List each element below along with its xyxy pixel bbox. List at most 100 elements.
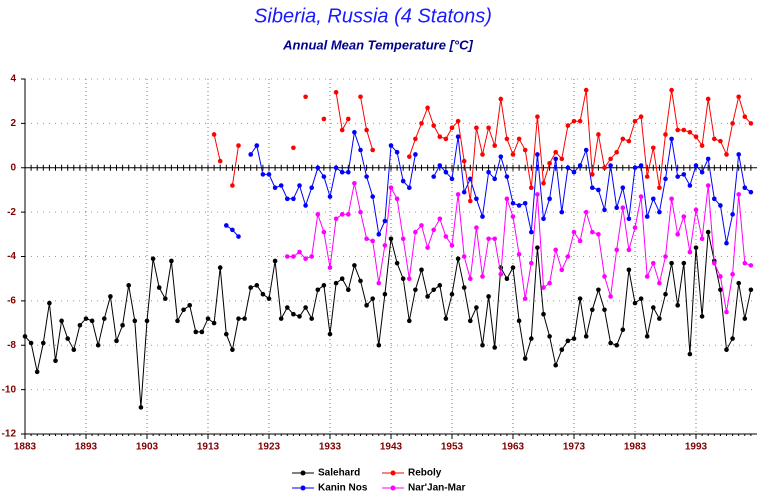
data-point: [608, 340, 613, 346]
data-point: [230, 227, 235, 233]
data-point: [413, 229, 418, 235]
data-point: [211, 132, 217, 137]
x-tick-label: 1913: [197, 442, 220, 453]
x-tick-label: 1923: [258, 442, 281, 453]
data-point: [730, 336, 735, 341]
data-point: [339, 169, 345, 175]
data-point: [699, 314, 705, 319]
data-point: [675, 127, 680, 133]
data-point: [705, 96, 711, 102]
data-point: [590, 307, 595, 313]
data-point: [175, 318, 180, 324]
data-point: [486, 236, 491, 242]
data-point: [699, 169, 705, 175]
data-point: [303, 203, 308, 208]
data-point: [358, 209, 363, 215]
data-point: [529, 185, 534, 191]
data-point: [327, 331, 333, 337]
data-point: [516, 203, 522, 208]
data-point: [687, 249, 693, 255]
data-point: [449, 176, 455, 182]
data-point: [632, 165, 638, 171]
data-point: [126, 283, 131, 288]
data-point: [47, 300, 52, 306]
data-point: [364, 174, 369, 179]
legend-marker: [390, 485, 396, 491]
data-point: [71, 347, 77, 352]
data-point: [431, 227, 437, 233]
data-point: [376, 280, 382, 286]
data-point: [547, 196, 552, 202]
data-point: [376, 232, 382, 237]
data-point: [303, 305, 308, 310]
data-point: [553, 247, 558, 253]
data-point: [169, 258, 174, 264]
data-point: [510, 265, 516, 270]
data-point: [583, 209, 589, 215]
data-point: [297, 314, 302, 319]
data-point: [266, 296, 272, 301]
data-point: [315, 212, 321, 217]
data-point: [22, 334, 28, 339]
data-point: [230, 347, 235, 352]
data-point: [559, 267, 565, 273]
legend-label: Salehard: [318, 468, 360, 479]
data-point: [577, 118, 583, 124]
data-point: [468, 318, 473, 324]
data-point: [364, 127, 369, 133]
data-point: [510, 152, 516, 157]
data-point: [260, 291, 266, 297]
x-tick-label: 1943: [380, 442, 403, 453]
data-point: [748, 263, 754, 268]
data-point: [431, 174, 437, 179]
series-line: [24, 231, 752, 408]
data-point: [455, 134, 461, 139]
data-point: [651, 145, 656, 151]
data-point: [663, 132, 668, 137]
data-point: [364, 236, 369, 242]
data-point: [468, 276, 473, 281]
data-point: [108, 294, 113, 299]
data-point: [638, 163, 644, 168]
data-point: [443, 234, 449, 239]
data-point: [681, 260, 687, 266]
data-point: [77, 322, 83, 328]
data-point: [492, 176, 498, 182]
data-point: [419, 223, 424, 228]
data-point: [346, 169, 351, 175]
data-point: [327, 265, 333, 270]
data-point: [376, 342, 382, 348]
data-point: [224, 331, 229, 337]
data-point: [565, 254, 571, 259]
data-point: [254, 283, 260, 288]
data-point: [400, 178, 406, 184]
data-point: [705, 156, 711, 162]
data-point: [565, 123, 571, 128]
data-point: [400, 276, 406, 281]
data-point: [687, 183, 693, 188]
data-point: [522, 200, 528, 206]
data-point: [248, 285, 253, 290]
data-point: [266, 172, 272, 177]
data-point: [583, 334, 589, 339]
data-point: [620, 136, 626, 142]
data-point: [370, 194, 376, 199]
data-point: [199, 329, 205, 335]
data-point: [492, 143, 498, 148]
data-point: [217, 265, 223, 270]
data-point: [657, 185, 662, 191]
data-point: [339, 212, 345, 217]
data-point: [339, 276, 345, 281]
legend-marker: [300, 470, 306, 476]
data-point: [370, 147, 376, 153]
data-point: [291, 311, 296, 317]
data-point: [559, 156, 565, 162]
data-point: [651, 305, 656, 310]
data-point: [358, 147, 363, 153]
data-point: [230, 183, 235, 188]
data-point: [285, 196, 290, 202]
data-point: [516, 136, 522, 142]
y-tick-label: -12: [2, 429, 17, 440]
data-point: [559, 209, 565, 215]
data-point: [449, 243, 455, 248]
